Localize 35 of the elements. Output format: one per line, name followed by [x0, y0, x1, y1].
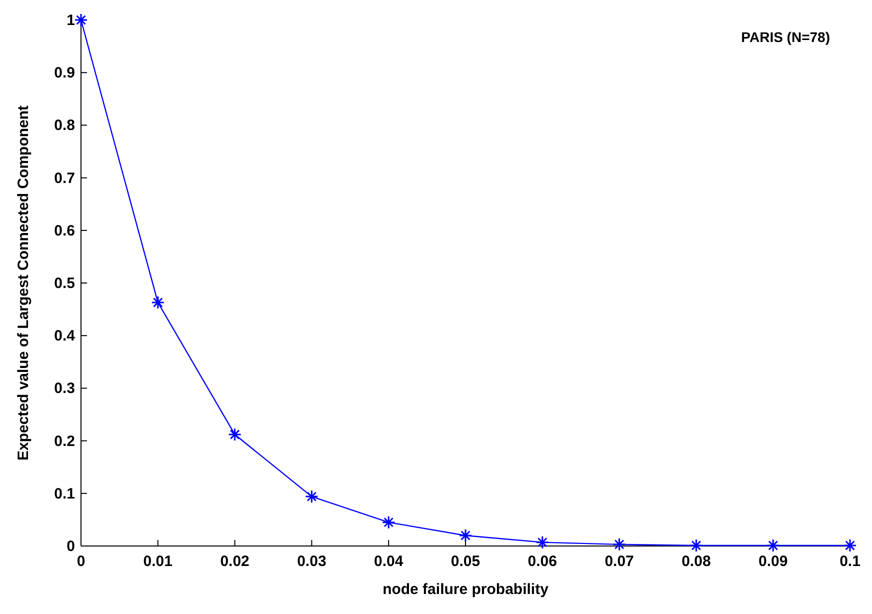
y-tick-label: 0.5 — [54, 275, 75, 292]
point — [151, 296, 165, 310]
x-tick-label: 0.04 — [374, 553, 404, 570]
point — [304, 490, 318, 504]
x-axis-title: node failure probability — [382, 581, 550, 598]
x-tick-label: 0.02 — [220, 553, 250, 570]
y-tick-label: 0.7 — [54, 170, 75, 187]
point — [536, 536, 550, 550]
point — [382, 516, 396, 530]
point — [458, 528, 472, 542]
y-axis-title: Expected value of Largest Connected Component — [15, 105, 32, 461]
text: PARIS (N=78) — [741, 29, 830, 45]
y-tick-label: 0.9 — [54, 64, 75, 82]
point — [689, 538, 703, 552]
point — [766, 538, 780, 552]
y-tick-label: 0.4 — [54, 328, 76, 345]
y-tick-label: 0.8 — [54, 117, 75, 134]
point — [228, 428, 242, 442]
x-tick-label: 0.06 — [528, 553, 557, 570]
x-tick-label: 0.1 — [840, 553, 860, 570]
x-tick-label: 0.09 — [758, 553, 788, 570]
point — [74, 13, 88, 27]
y-tick-label: 0 — [66, 538, 75, 555]
point — [843, 538, 857, 552]
y-tick-label: 0.1 — [54, 485, 75, 502]
x-tick-label: 0.05 — [450, 553, 480, 570]
x-tick-label: 0.08 — [682, 553, 711, 570]
x-tick-label: 0.01 — [143, 553, 172, 570]
point — [612, 538, 626, 552]
y-tick-label: 0.3 — [54, 380, 75, 398]
y-tick-label: 0.2 — [54, 432, 75, 450]
x-tick-label: 0.07 — [604, 553, 634, 570]
y-tick-label: 1 — [66, 12, 75, 29]
x-tick-label: 0.03 — [297, 553, 326, 570]
y-tick-label: 0.6 — [54, 222, 75, 240]
